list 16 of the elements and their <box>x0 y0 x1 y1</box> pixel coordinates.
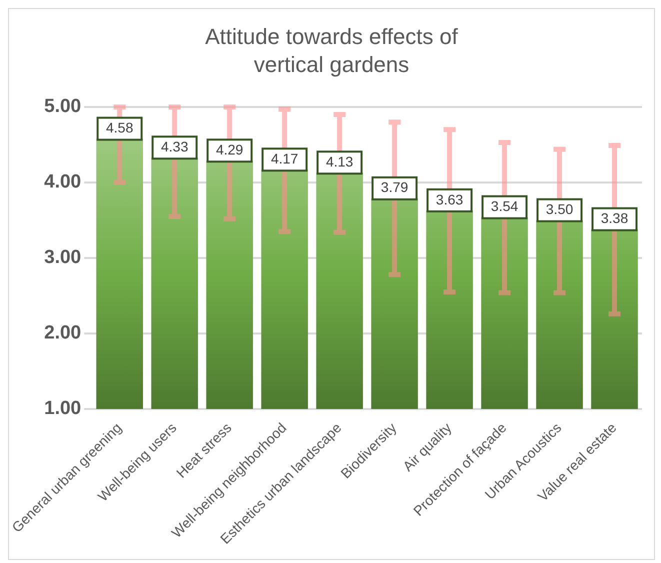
chart-title: Attitude towards effects of vertical gardens <box>204 23 459 79</box>
data-label: 3.50 <box>546 201 574 218</box>
data-label: 4.58 <box>106 120 134 136</box>
y-tick-label: 4.00 <box>44 172 82 193</box>
data-label: 3.79 <box>380 179 408 196</box>
data-label: 4.33 <box>160 138 188 154</box>
y-tick-label: 3.00 <box>44 247 82 268</box>
y-tick-label: 1.00 <box>44 398 82 420</box>
y-tick-label: 2.00 <box>44 322 82 344</box>
y-tick-label: 5.00 <box>44 96 82 118</box>
data-label: 3.38 <box>600 210 628 226</box>
data-label: 3.63 <box>436 191 464 208</box>
data-label: 4.17 <box>270 150 298 167</box>
data-label: 3.54 <box>490 198 518 214</box>
data-label: 4.13 <box>326 154 354 170</box>
data-label: 4.29 <box>216 141 244 158</box>
